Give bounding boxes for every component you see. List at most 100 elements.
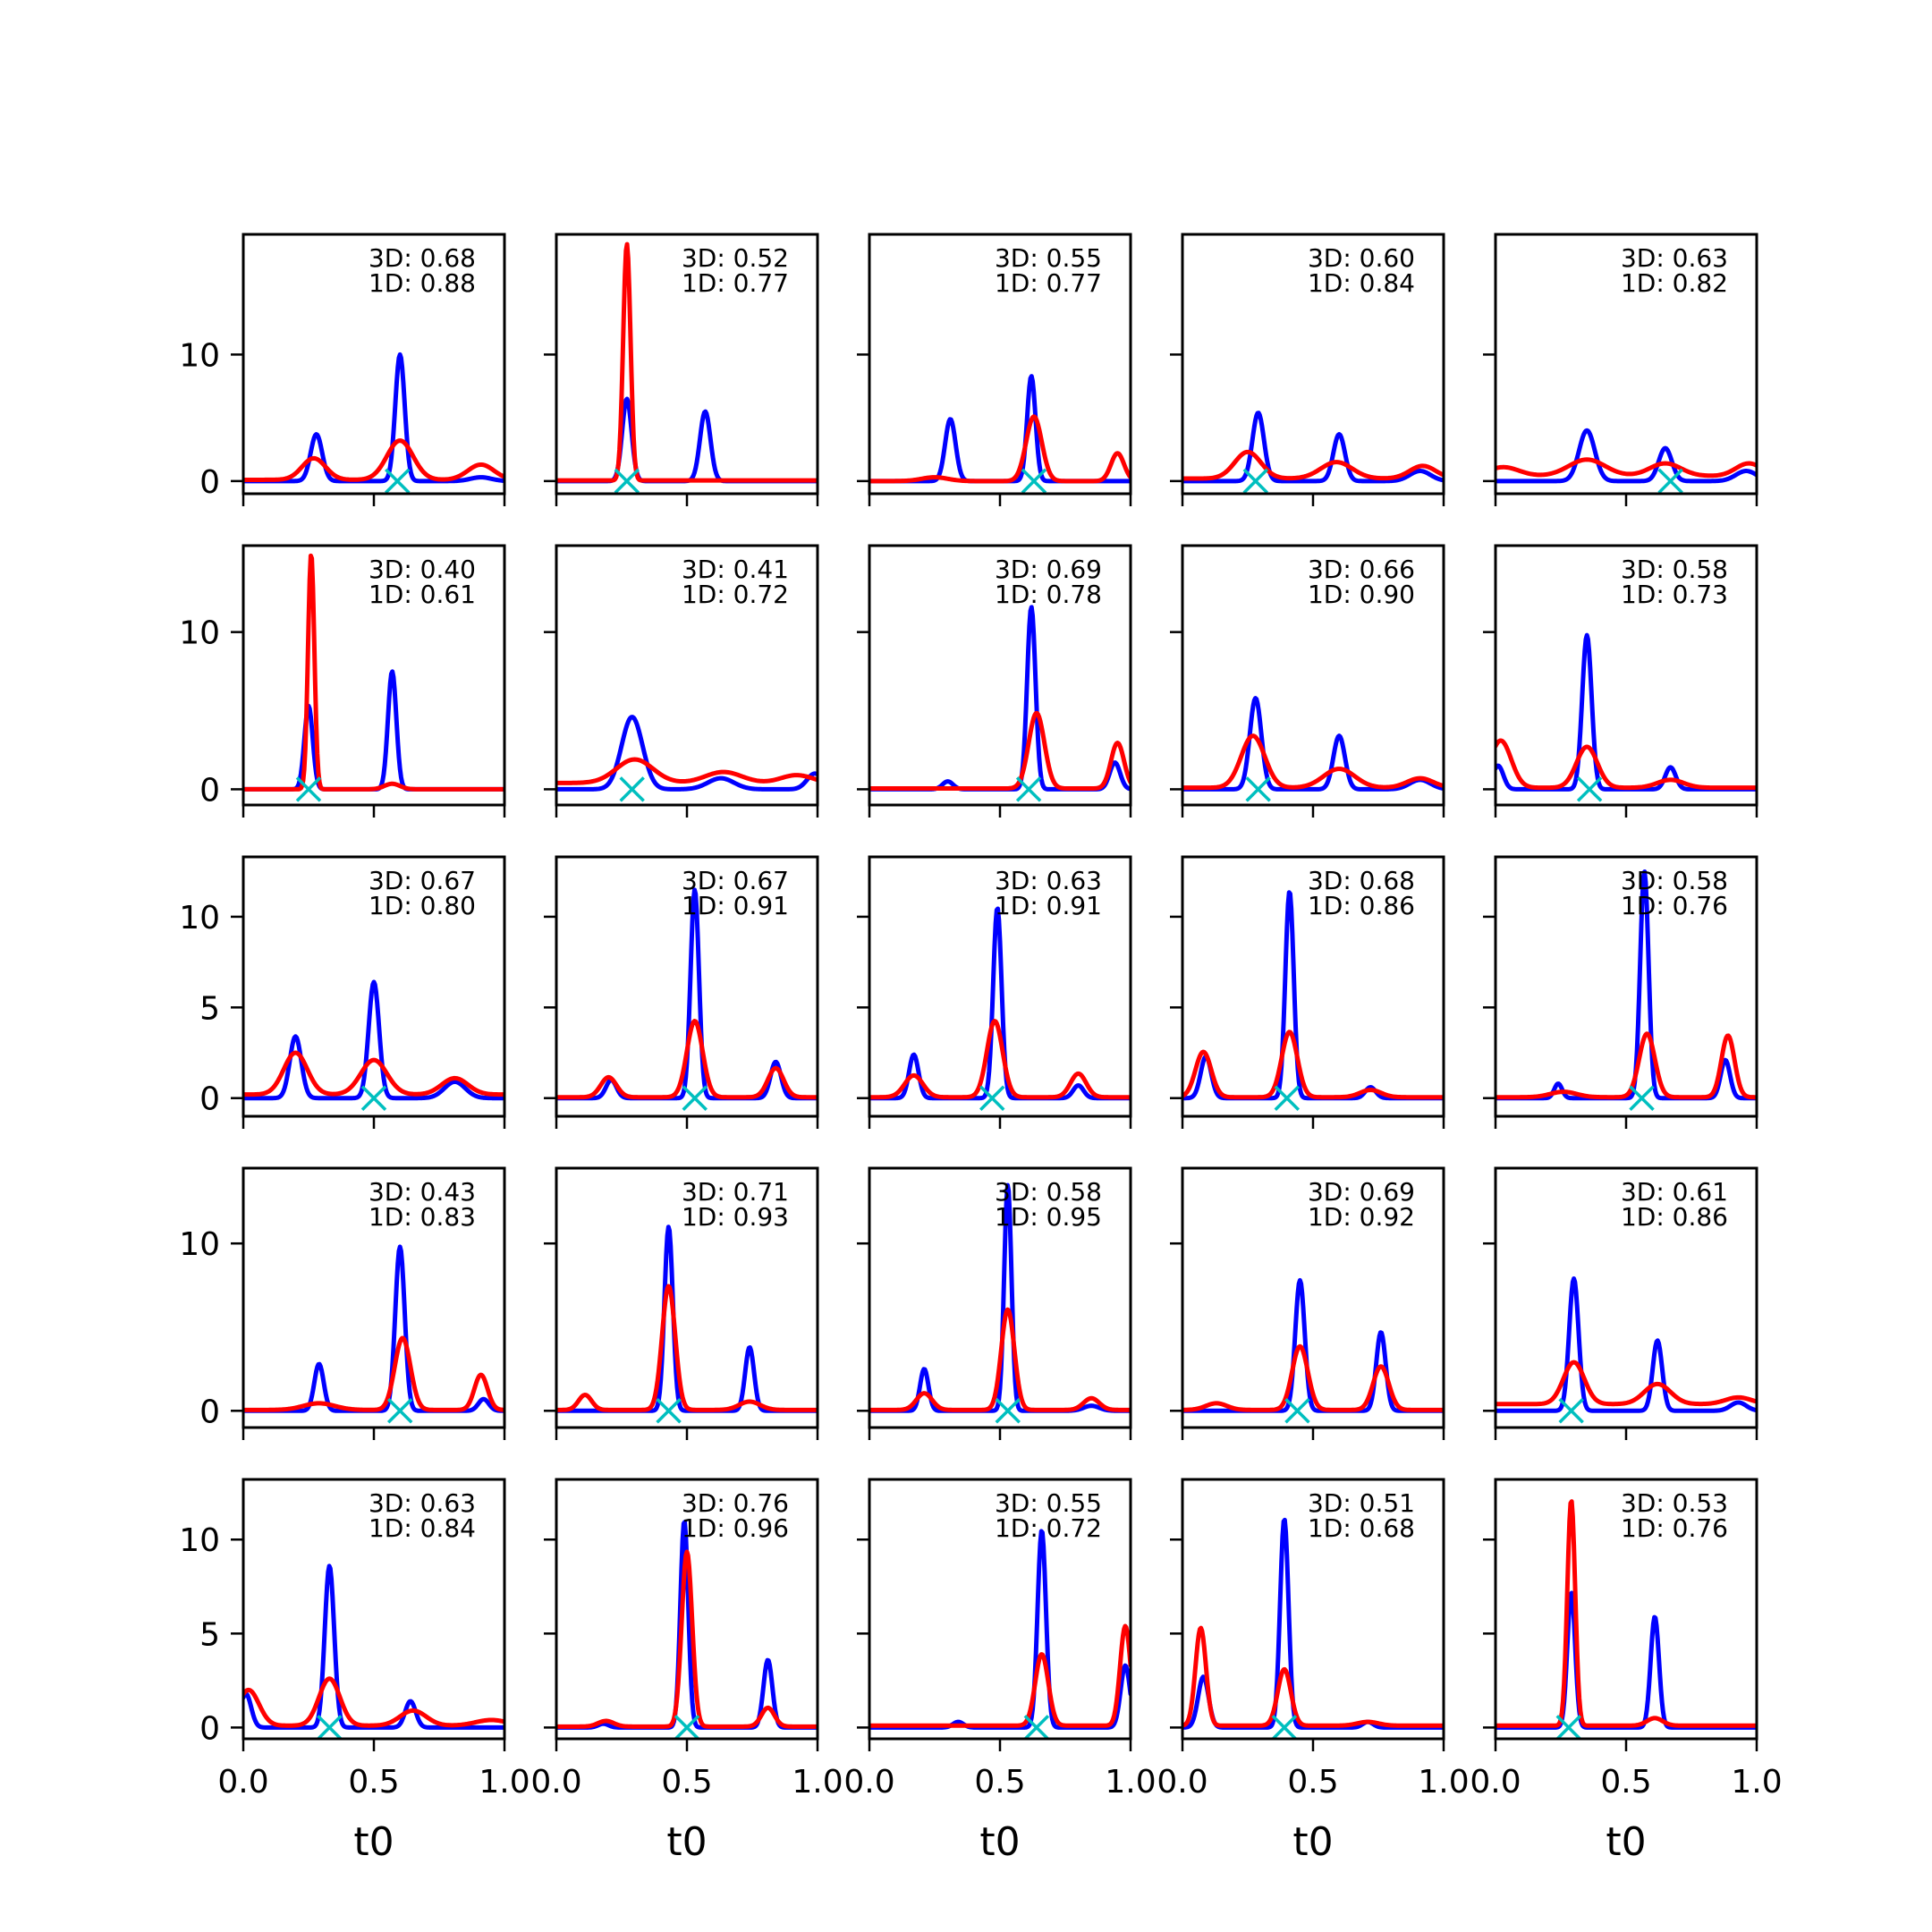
x-tick-label: 0.5 [1600,1764,1651,1801]
series-red-line [1182,1625,1444,1728]
series-blue-line [869,906,1131,1101]
score-1d-label: 1D: 0.84 [369,1513,476,1543]
series-red-line [1496,1031,1757,1100]
x-tick-label: 1.0 [1731,1764,1782,1801]
plot-area [1182,1277,1444,1424]
plot-area [243,979,504,1111]
marker-x [1245,776,1271,802]
score-1d-label: 1D: 0.86 [1308,891,1415,920]
x-tick-label: 0.0 [530,1764,581,1801]
y-tick-label: 0 [199,1081,220,1118]
series-red-line [869,414,1131,484]
marker-x [614,468,640,494]
series-red-line [556,1019,818,1100]
series-blue-line [1496,1590,1757,1730]
marker-stroke [995,1398,1021,1424]
marker-x [1023,1715,1050,1739]
y-tick-label: 0 [199,1710,220,1747]
x-tick-label: 1.0 [1418,1764,1469,1801]
score-1d-label: 1D: 0.72 [995,1513,1102,1543]
score-3d-label: 3D: 0.55 [995,243,1102,273]
score-1d-label: 1D: 0.72 [682,580,789,609]
y-tick-label: 10 [179,615,220,652]
marker-stroke [1576,776,1603,802]
y-tick-label: 5 [199,1616,220,1653]
y-tick-label: 5 [199,990,220,1027]
score-3d-label: 3D: 0.58 [1621,555,1728,584]
x-axis-label: t0 [1606,1819,1646,1865]
x-tick-label: 0.0 [843,1764,894,1801]
series-red-line [243,1335,504,1412]
score-3d-label: 3D: 0.63 [1621,243,1728,273]
series-red-line [1182,733,1444,791]
x-tick-label: 1.0 [1105,1764,1156,1801]
x-tick-label: 0.5 [661,1764,712,1801]
score-1d-label: 1D: 0.96 [682,1513,789,1543]
series-blue-line [869,1529,1131,1730]
plot-area [1496,1275,1757,1424]
series-blue-line [1182,696,1444,792]
plot-area [243,352,504,494]
score-1d-label: 1D: 0.86 [1621,1202,1728,1232]
score-3d-label: 3D: 0.55 [995,1488,1102,1518]
score-1d-label: 1D: 0.68 [1308,1513,1415,1543]
series-blue-line [869,1182,1131,1413]
series-red-line [243,553,504,792]
marker-x [317,1715,343,1739]
plot-area [1496,869,1757,1111]
series-blue-line [1496,1275,1757,1413]
marker-x [619,776,645,802]
score-1d-label: 1D: 0.91 [682,891,789,920]
plot-area [556,1520,818,1739]
plot-area [869,906,1131,1111]
x-axis-label: t0 [1292,1819,1333,1865]
plot-area [1496,428,1757,494]
plot-area [243,1244,504,1424]
series-blue-line [1496,632,1757,792]
marker-stroke [656,1398,682,1424]
marker-stroke [317,1715,343,1739]
y-tick-label: 10 [179,1226,220,1263]
marker-stroke [1271,1715,1298,1739]
series-blue-line [556,715,818,792]
plot-area [556,242,818,494]
x-tick-label: 0.5 [1287,1764,1338,1801]
x-axis-label: t0 [666,1819,707,1865]
x-tick-label: 0.5 [348,1764,399,1801]
plot-area [1182,890,1444,1111]
score-1d-label: 1D: 0.83 [369,1202,476,1232]
marker-x [1657,468,1683,494]
marker-stroke [1629,1085,1655,1111]
x-tick-label: 0.5 [974,1764,1025,1801]
series-blue-line [1182,411,1444,484]
score-1d-label: 1D: 0.76 [1621,1513,1728,1543]
series-red-line [869,1307,1131,1412]
score-3d-label: 3D: 0.66 [1308,555,1415,584]
marker-stroke [1555,1715,1581,1739]
plot-area [243,1563,504,1739]
score-3d-label: 3D: 0.69 [995,555,1102,584]
marker-stroke [1284,1398,1310,1424]
marker-x [1284,1398,1310,1424]
marker-x [385,468,411,494]
x-tick-label: 1.0 [792,1764,843,1801]
marker-x [1558,1398,1584,1424]
marker-stroke [385,468,411,494]
plot-area [1496,1499,1757,1739]
x-axis-label: t0 [353,1819,394,1865]
score-3d-label: 3D: 0.41 [682,555,789,584]
score-3d-label: 3D: 0.53 [1621,1488,1728,1518]
marker-stroke [1657,468,1683,494]
series-blue-line [869,374,1131,484]
x-axis-label: t0 [979,1819,1020,1865]
score-1d-label: 1D: 0.91 [995,891,1102,920]
